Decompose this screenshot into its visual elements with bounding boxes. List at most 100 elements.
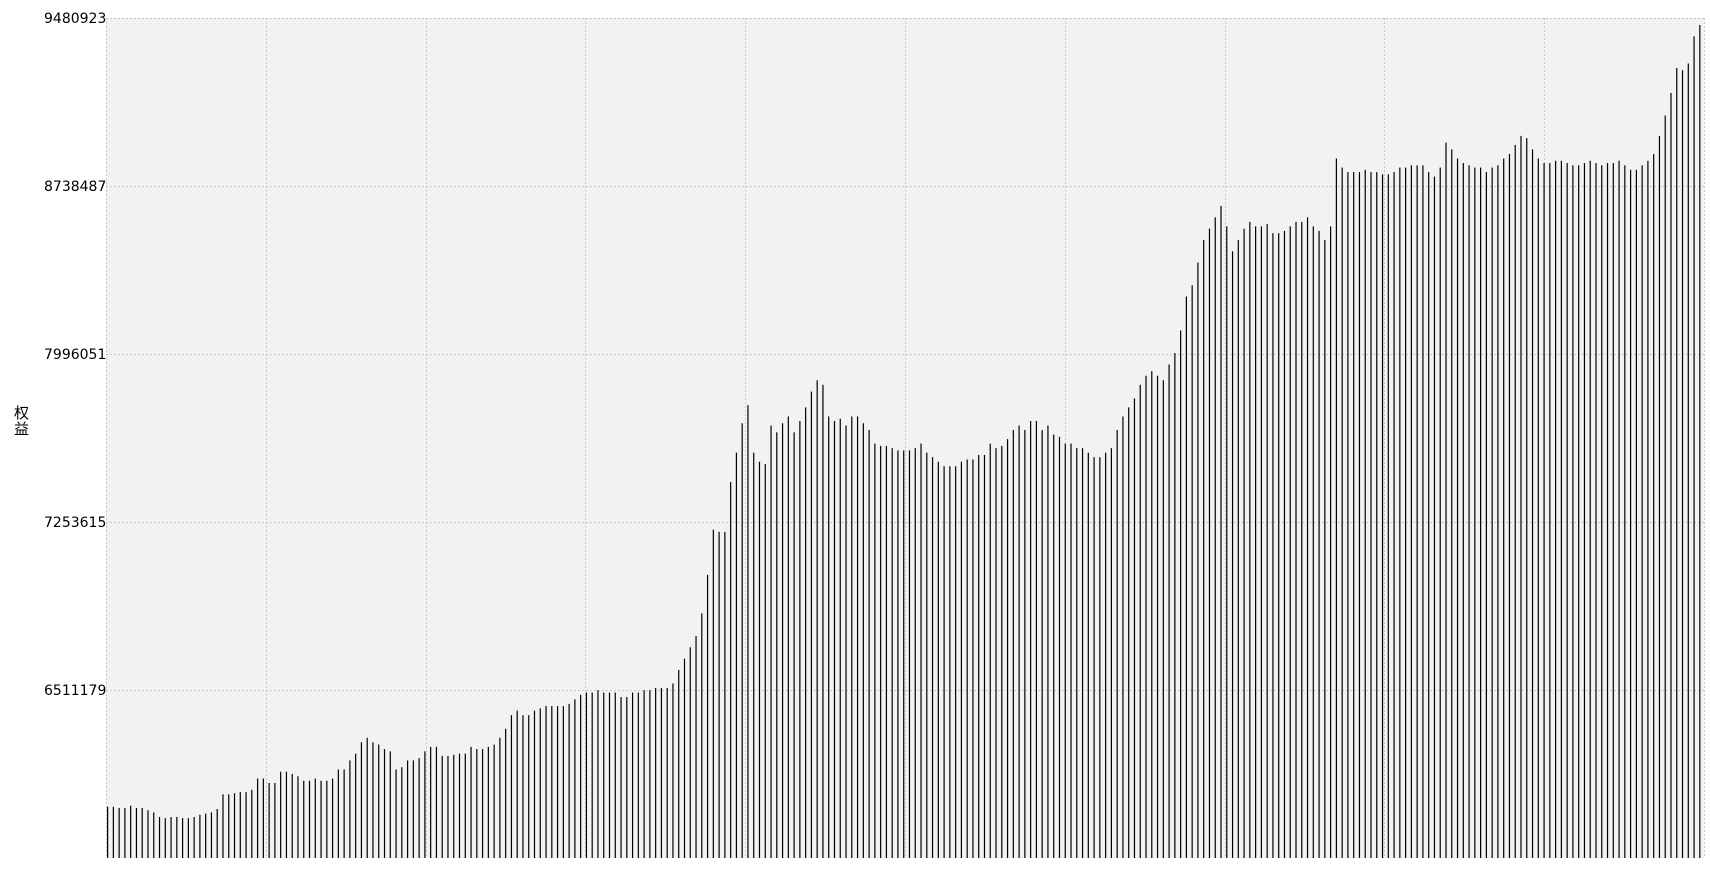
equity-bar — [1168, 364, 1170, 858]
equity-bar — [620, 697, 622, 858]
equity-bar — [1405, 167, 1407, 858]
equity-bar — [545, 706, 547, 858]
equity-bar — [1699, 25, 1701, 858]
equity-bar — [1208, 228, 1211, 858]
equity-bar — [649, 690, 651, 858]
equity-bar — [880, 445, 882, 858]
equity-bar — [833, 420, 836, 858]
equity-bar — [955, 466, 957, 858]
equity-bar — [147, 810, 149, 858]
equity-bar — [1214, 217, 1216, 859]
equity-bar — [764, 463, 766, 858]
equity-bar — [643, 690, 645, 858]
equity-bar — [470, 746, 472, 858]
equity-bar — [314, 778, 316, 858]
equity-bar — [510, 715, 513, 858]
equity-bar — [493, 744, 495, 858]
equity-bar — [1110, 448, 1112, 858]
equity-bar — [1445, 142, 1447, 858]
equity-bar — [1324, 239, 1326, 859]
equity-bar — [1543, 163, 1545, 858]
equity-bar — [424, 751, 426, 858]
equity-bar — [1185, 296, 1187, 858]
equity-bar — [1468, 165, 1470, 859]
equity-bar — [1099, 457, 1101, 858]
equity-bar — [256, 778, 259, 858]
equity-bar — [1410, 165, 1412, 859]
equity-bar — [580, 694, 582, 858]
equity-bar — [1595, 163, 1597, 858]
equity-bar — [274, 783, 276, 858]
equity-bar — [233, 793, 236, 858]
equity-bar — [280, 771, 282, 858]
equity-bar — [1087, 452, 1089, 858]
equity-bar — [937, 461, 939, 858]
equity-bar — [216, 809, 218, 858]
equity-bar — [435, 746, 438, 858]
equity-bar — [355, 753, 357, 858]
equity-bar — [539, 708, 541, 858]
equity-bar — [1255, 226, 1257, 858]
equity-bar — [1439, 167, 1441, 858]
equity-bar — [551, 706, 553, 858]
equity-bar — [1601, 165, 1603, 859]
equity-bar — [268, 783, 270, 858]
equity-bar — [141, 807, 143, 858]
equity-bar — [683, 658, 686, 858]
equity-bar — [1381, 174, 1384, 859]
equity-bar — [960, 461, 963, 858]
equity-bar — [735, 452, 738, 858]
equity-bar — [372, 742, 374, 858]
equity-bar — [1058, 436, 1061, 858]
equity-bar — [1122, 416, 1124, 858]
equity-bar — [637, 692, 639, 858]
equity-bar — [983, 454, 986, 858]
equity-bar — [724, 531, 726, 858]
equity-bar — [868, 430, 870, 858]
equity-bar — [1428, 172, 1430, 858]
equity-bar — [1249, 221, 1251, 859]
equity-bar — [308, 780, 311, 858]
equity-bar — [1474, 167, 1476, 858]
equity-bar — [1618, 160, 1620, 858]
equity-bar — [1358, 172, 1361, 858]
equity-bar — [1393, 172, 1395, 858]
equity-bar — [1024, 430, 1026, 858]
equity-bar — [770, 425, 772, 858]
equity-bar — [1399, 167, 1401, 858]
equity-bar — [464, 753, 466, 858]
y-tick-label: 8738487 — [44, 179, 106, 195]
equity-bar — [706, 574, 709, 858]
equity-bar — [326, 780, 328, 858]
equity-bar — [522, 715, 524, 858]
equity-bar — [1289, 226, 1291, 858]
equity-bar — [1260, 226, 1262, 858]
equity-bar — [1658, 135, 1661, 858]
equity-bar — [1312, 226, 1314, 858]
equity-bar — [1174, 353, 1176, 858]
equity-bar — [430, 746, 432, 858]
equity-bar — [1278, 233, 1280, 858]
equity-bar — [406, 760, 409, 858]
equity-bar — [193, 816, 195, 858]
equity-bar — [1526, 138, 1528, 858]
equity-bar — [1514, 144, 1516, 858]
equity-bar — [978, 454, 980, 858]
equity-bar — [164, 818, 166, 858]
equity-bar — [574, 699, 576, 858]
equity-bar — [776, 432, 778, 858]
equity-bar — [1116, 430, 1118, 858]
equity-bar — [320, 780, 322, 858]
equity-bar — [1047, 425, 1049, 858]
equity-bar — [753, 452, 755, 858]
equity-bar — [1012, 430, 1014, 858]
equity-bar — [239, 792, 241, 858]
equity-bar — [1520, 135, 1522, 858]
equity-bar — [678, 669, 680, 858]
equity-bar — [1335, 158, 1337, 858]
equity-bar — [1422, 165, 1424, 859]
equity-bar — [828, 416, 830, 858]
equity-bar — [874, 443, 876, 858]
equity-bar — [1693, 36, 1695, 859]
equity-bar — [660, 688, 663, 858]
